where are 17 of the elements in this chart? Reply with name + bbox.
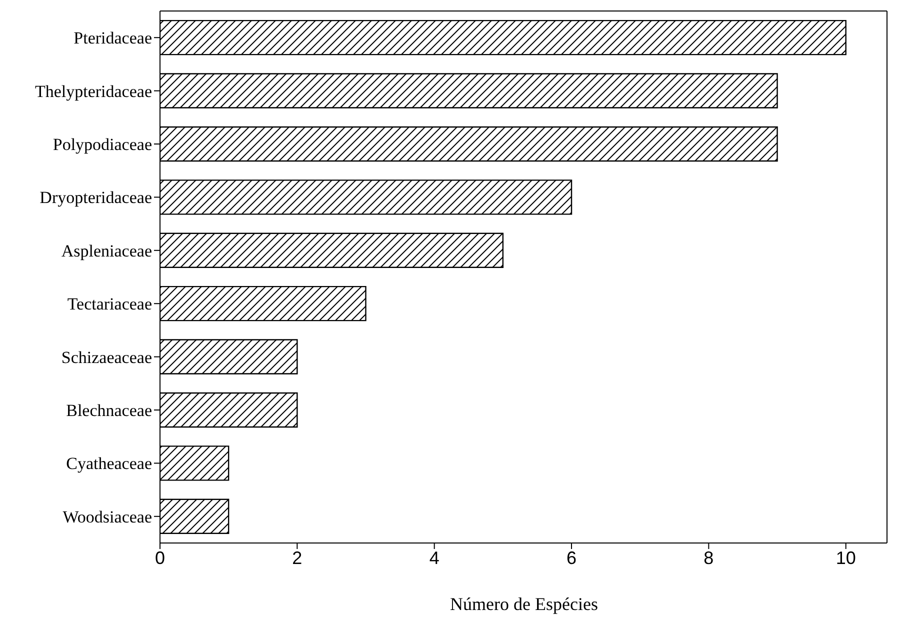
y-tick-label: Schizaeaceae [61,348,152,367]
y-tick-label: Woodsiaceae [62,507,152,526]
y-tick-label: Dryopteridaceae [40,188,152,208]
x-tick-label: 8 [704,548,714,568]
y-tick-label: Aspleniaceae [61,241,152,260]
x-tick-label: 4 [429,548,440,568]
x-tick-label: 0 [154,548,166,568]
y-tick-label: Polypodiaceae [52,135,152,154]
x-tick-label: 2 [292,548,302,568]
x-axis-title: Número de Espécies [449,594,599,615]
y-tick-label: Tectariaceae [67,294,152,314]
y-tick-label: Blechnaceae [66,401,152,420]
y-tick-label: Thelypteridaceae [34,82,152,101]
x-tick-label: 6 [566,548,577,568]
y-tick-label: Pteridaceae [74,28,152,48]
y-tick-label: Cyatheaceae [66,454,152,474]
x-tick-label: 10 [836,548,856,568]
